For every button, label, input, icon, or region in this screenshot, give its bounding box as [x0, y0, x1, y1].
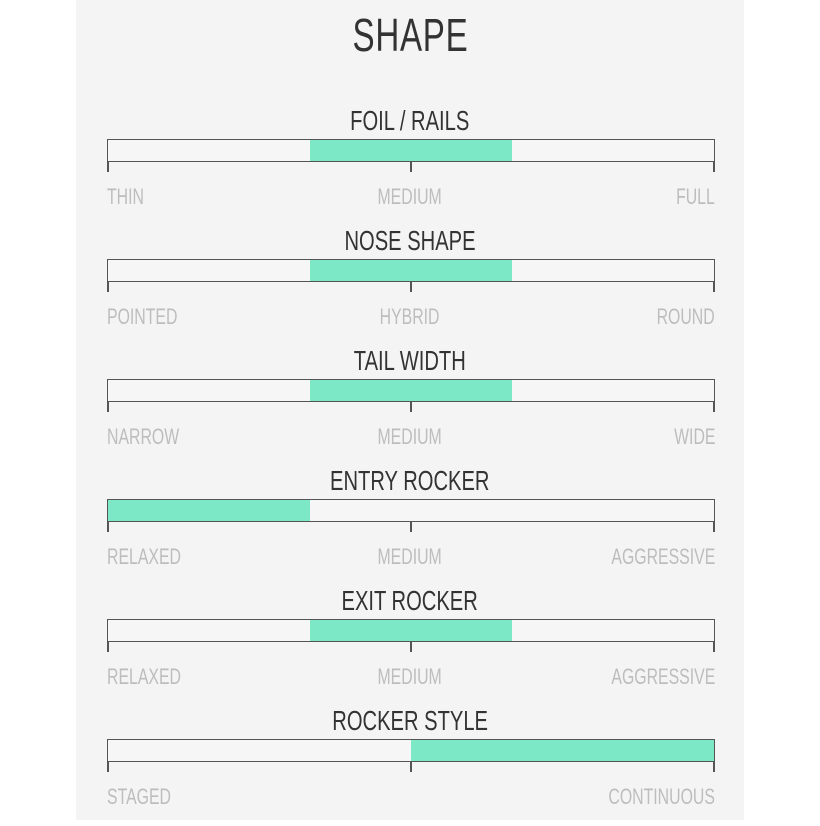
rating-fill	[108, 500, 310, 521]
scale-label: FULL	[661, 184, 715, 210]
rating-fill	[309, 380, 512, 401]
scale-label-text: RELAXED	[107, 544, 181, 569]
page-title-text: SHAPE	[352, 9, 468, 61]
scale-label-text: MEDIUM	[377, 544, 443, 569]
scale-label: CONTINUOUS	[567, 784, 715, 810]
scale-label-text: RELAXED	[107, 664, 181, 689]
scale-tick	[410, 641, 412, 652]
scale-label-text: STAGED	[107, 784, 171, 809]
row-title: FOIL / RAILS	[0, 105, 820, 137]
row-title-text: EXIT ROCKER	[341, 585, 479, 616]
scale-tick	[107, 761, 109, 772]
rating-bar	[107, 619, 715, 642]
rating-bar	[107, 139, 715, 162]
rating-row-foil-rails: FOIL / RAILS THIN MEDIUM FULL	[0, 105, 820, 226]
scale-label: STAGED	[107, 784, 196, 810]
scale-tick	[410, 161, 412, 172]
scale-label-text: AGGRESSIVE	[611, 664, 715, 689]
rating-bar	[107, 259, 715, 282]
row-title-text: ENTRY ROCKER	[330, 465, 490, 496]
scale-label: AGGRESSIVE	[571, 544, 715, 570]
scale-label-text: CONTINUOUS	[608, 784, 715, 809]
scale-label: THIN	[107, 184, 158, 210]
row-title-text: ROCKER STYLE	[332, 705, 488, 736]
row-title-text: NOSE SHAPE	[344, 225, 476, 256]
scale-label-text: FULL	[676, 184, 715, 209]
scale-tick	[107, 521, 109, 532]
rating-row-nose-shape: NOSE SHAPE POINTED HYBRID ROUND	[0, 225, 820, 346]
rating-fill	[309, 260, 512, 281]
row-title-text: FOIL / RAILS	[350, 105, 470, 136]
page-title: SHAPE	[0, 8, 820, 62]
rating-bar	[107, 379, 715, 402]
rating-row-tail-width: TAIL WIDTH NARROW MEDIUM WIDE	[0, 345, 820, 466]
scale-tick	[107, 281, 109, 292]
scale-tick	[713, 401, 715, 412]
rating-fill	[411, 740, 714, 761]
scale-label-text: ROUND	[656, 304, 715, 329]
scale-label: MEDIUM	[310, 664, 510, 690]
scale-tick	[713, 161, 715, 172]
scale-tick	[107, 641, 109, 652]
scale-label-text: AGGRESSIVE	[611, 544, 715, 569]
scale-label: AGGRESSIVE	[571, 664, 715, 690]
scale-tick	[410, 281, 412, 292]
rating-bar	[107, 739, 715, 762]
scale-label-text: MEDIUM	[377, 664, 443, 689]
scale-label-text: WIDE	[673, 424, 715, 449]
scale-label-text: MEDIUM	[377, 184, 443, 209]
rating-fill	[309, 620, 512, 641]
scale-label-text: HYBRID	[380, 304, 440, 329]
scale-label-text: POINTED	[107, 304, 178, 329]
scale-tick	[107, 401, 109, 412]
scale-tick	[410, 761, 412, 772]
scale-label: MEDIUM	[310, 184, 510, 210]
scale-label: RELAXED	[107, 544, 210, 570]
rating-fill	[309, 140, 512, 161]
row-title: ENTRY ROCKER	[0, 465, 820, 497]
scale-tick	[713, 761, 715, 772]
rating-row-exit-rocker: EXIT ROCKER RELAXED MEDIUM AGGRESSIVE	[0, 585, 820, 706]
scale-label: HYBRID	[310, 304, 510, 330]
scale-tick	[713, 281, 715, 292]
row-title: NOSE SHAPE	[0, 225, 820, 257]
scale-label-text: MEDIUM	[377, 424, 443, 449]
scale-label: WIDE	[658, 424, 715, 450]
scale-label: ROUND	[634, 304, 715, 330]
scale-tick	[713, 641, 715, 652]
scale-label-text: THIN	[107, 184, 144, 209]
scale-tick	[713, 521, 715, 532]
scale-label: NARROW	[107, 424, 207, 450]
scale-tick	[410, 521, 412, 532]
row-title: EXIT ROCKER	[0, 585, 820, 617]
row-title: ROCKER STYLE	[0, 705, 820, 737]
row-title-text: TAIL WIDTH	[353, 345, 466, 376]
scale-label: POINTED	[107, 304, 205, 330]
scale-label: MEDIUM	[310, 544, 510, 570]
scale-label: RELAXED	[107, 664, 210, 690]
scale-tick	[107, 161, 109, 172]
rating-bar	[107, 499, 715, 522]
scale-label: MEDIUM	[310, 424, 510, 450]
rating-row-entry-rocker: ENTRY ROCKER RELAXED MEDIUM AGGRESSIVE	[0, 465, 820, 586]
scale-tick	[410, 401, 412, 412]
row-title: TAIL WIDTH	[0, 345, 820, 377]
scale-label-text: NARROW	[107, 424, 180, 449]
rating-row-rocker-style: ROCKER STYLE STAGED CONTINUOUS	[0, 705, 820, 826]
